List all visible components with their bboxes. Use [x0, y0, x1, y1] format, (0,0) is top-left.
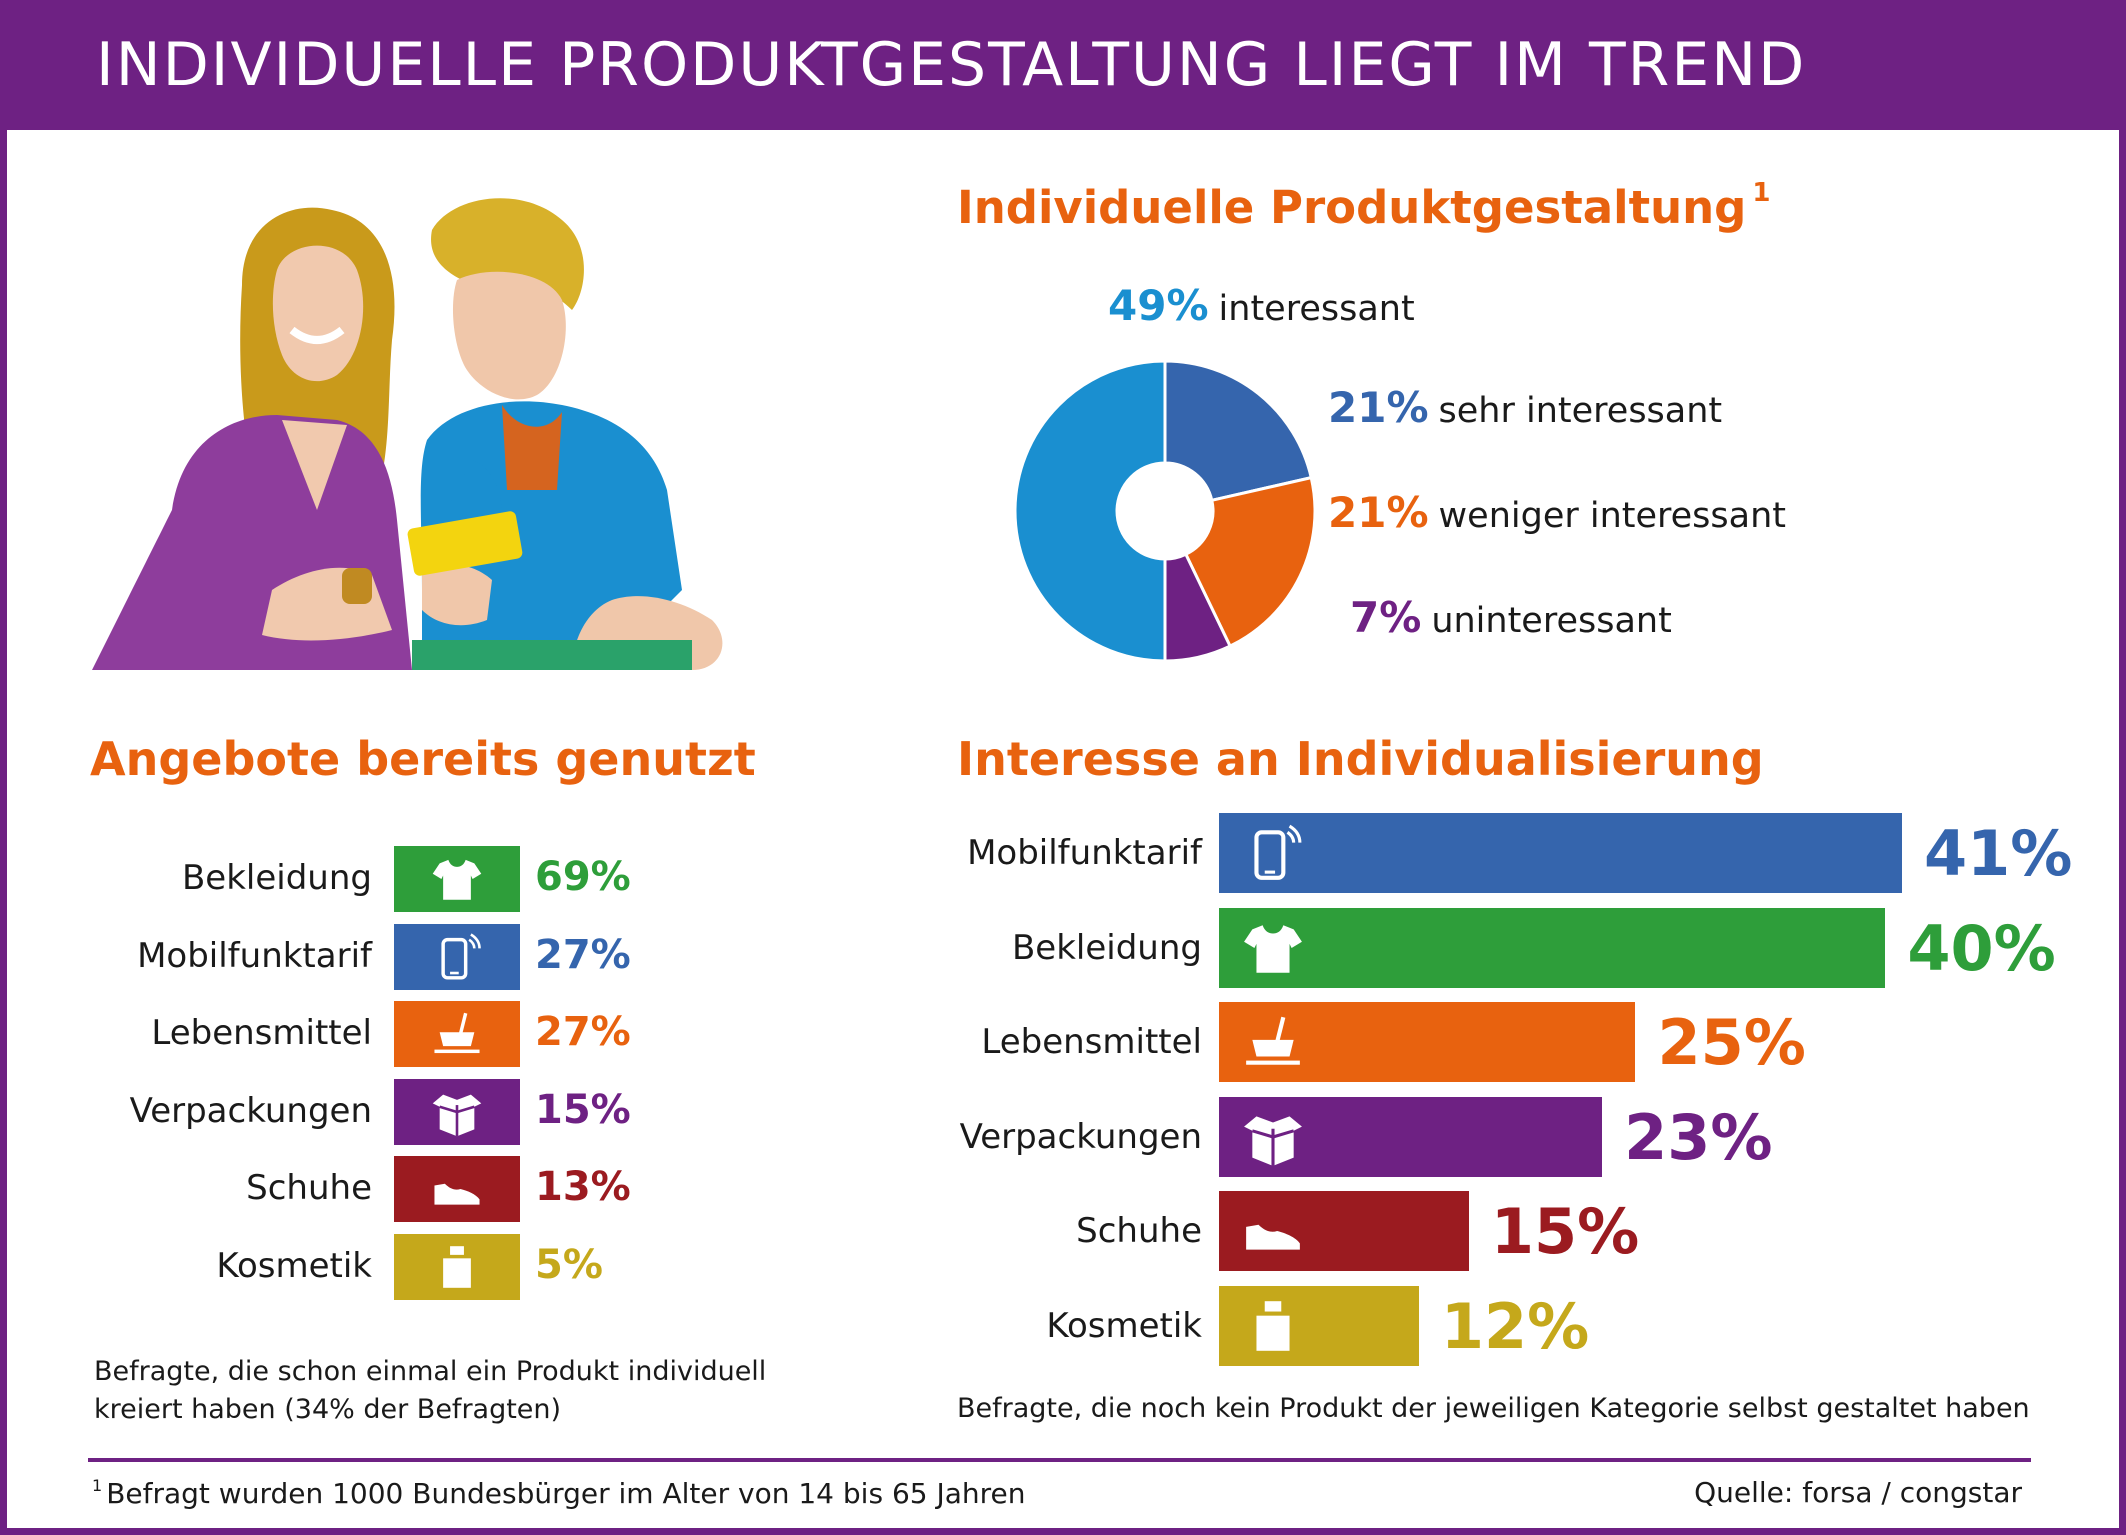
used-row-icon-box	[394, 1001, 520, 1067]
interest-row-value: 25%	[1657, 1006, 1806, 1079]
used-row-icon-box	[394, 1233, 520, 1300]
donut-legend-interessant: 49% interessant	[1108, 281, 1415, 330]
used-row-value: 27%	[535, 931, 631, 978]
phone-icon	[431, 931, 483, 983]
used-row-label: Lebensmittel	[151, 1013, 372, 1053]
used-row-icon-box	[394, 1078, 520, 1145]
used-row-value: 5%	[535, 1241, 603, 1288]
interest-row-label: Lebensmittel	[981, 1022, 1202, 1062]
interest-bar	[1219, 907, 1886, 988]
interest-bar	[1219, 1096, 1603, 1177]
tshirt-icon	[431, 853, 483, 905]
interest-row-value: 41%	[1924, 817, 2073, 890]
interest-row-label: Mobilfunktarif	[967, 833, 1202, 873]
phone-icon	[1241, 821, 1305, 885]
bottle-icon	[1241, 1294, 1305, 1358]
interest-row-value: 12%	[1440, 1289, 1590, 1363]
used-chart-title: Angebote bereits genutzt	[90, 732, 756, 786]
interest-bar	[1219, 813, 1902, 893]
header-banner: INDIVIDUELLE PRODUKTGESTALTUNG LIEGT IM …	[0, 0, 2126, 130]
box-icon	[1241, 1105, 1305, 1169]
used-row-icon-box	[394, 923, 520, 990]
interest-row-label: Verpackungen	[959, 1116, 1202, 1157]
used-row-value: 69%	[535, 854, 631, 900]
donut-chart	[1013, 359, 1317, 663]
used-row-value: 13%	[535, 1164, 631, 1210]
source-credit: Quelle: forsa / congstar	[1694, 1476, 2022, 1509]
shoe-icon	[1241, 1199, 1305, 1263]
used-row-icon-box	[394, 1156, 520, 1222]
bowl-icon	[431, 1008, 483, 1060]
footnote-marker: 1	[1752, 178, 1771, 208]
box-icon	[431, 1086, 483, 1138]
interest-chart-note: Befragte, die noch kein Produkt der jewe…	[957, 1393, 2030, 1424]
footnote: 1 Befragt wurden 1000 Bundesbürger im Alt…	[92, 1476, 1026, 1510]
donut-slice-interessant	[1013, 359, 1167, 663]
interest-chart-title: Interesse an Individualisierung	[957, 732, 1764, 786]
used-chart-note: Befragte, die schon einmal ein Produkt i…	[94, 1356, 767, 1425]
page-title: INDIVIDUELLE PRODUKTGESTALTUNG LIEGT IM …	[96, 30, 1807, 100]
shoe-icon	[431, 1163, 483, 1215]
interest-bar	[1219, 1285, 1419, 1366]
interest-row-label: Kosmetik	[1046, 1305, 1202, 1346]
interest-bar	[1219, 1002, 1636, 1082]
footer-divider	[88, 1458, 2031, 1462]
used-row-label: Schuhe	[246, 1168, 372, 1208]
used-row-label: Mobilfunktarif	[137, 935, 372, 976]
donut-legend-uninteressant: 7% uninteressant	[1350, 593, 1672, 642]
tshirt-icon	[1241, 916, 1305, 980]
interest-row-value: 40%	[1907, 911, 2056, 985]
donut-chart-title: Individuelle Produktgestaltung 1	[957, 178, 1771, 234]
interest-row-value: 23%	[1624, 1100, 1773, 1174]
bottle-icon	[431, 1241, 483, 1293]
used-row-label: Verpackungen	[129, 1090, 372, 1131]
used-row-label: Kosmetik	[216, 1245, 372, 1286]
used-row-label: Bekleidung	[181, 858, 372, 898]
used-row-icon-box	[394, 846, 520, 912]
used-row-value: 27%	[535, 1009, 631, 1055]
interest-row-value: 15%	[1490, 1195, 1640, 1268]
interest-bar	[1219, 1191, 1469, 1271]
bowl-icon	[1241, 1010, 1305, 1074]
donut-slice-sehr-interessant	[1163, 359, 1314, 503]
interest-row-label: Bekleidung	[1011, 927, 1202, 968]
couple-illustration	[92, 198, 723, 670]
donut-slice-weniger-interessant	[1183, 475, 1317, 649]
used-row-value: 15%	[535, 1086, 631, 1133]
interest-row-label: Schuhe	[1076, 1211, 1202, 1251]
donut-legend-sehr-interessant: 21% sehr interessant	[1328, 383, 1723, 432]
donut-legend-weniger-interessant: 21% weniger interessant	[1328, 488, 1787, 537]
